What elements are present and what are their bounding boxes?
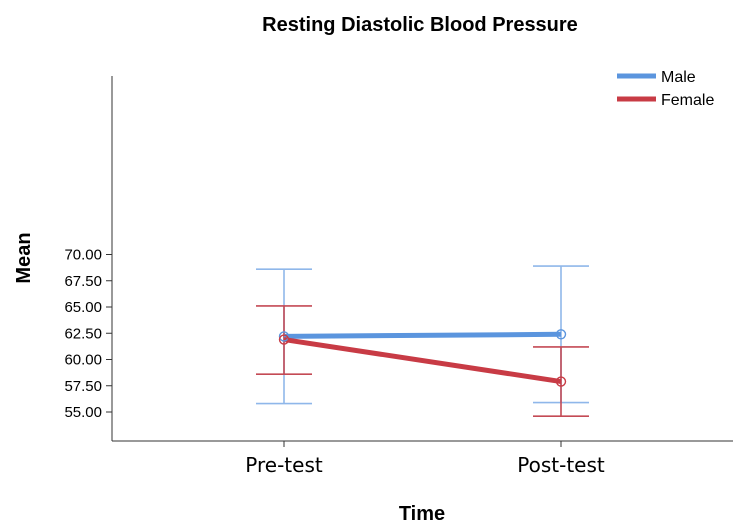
female-point [555,376,567,387]
x-ticks: Pre-test Post-test [245,441,605,477]
legend-label-female: Female [661,92,714,109]
y-tick-label: 55.00 [64,404,102,421]
legend: Male Female [617,69,714,109]
y-tick-label: 62.50 [64,325,102,342]
y-tick-label: 60.00 [64,352,102,369]
x-axis-label: Time [399,503,445,525]
male-point [278,331,290,342]
y-tick-label: 65.00 [64,299,102,316]
y-axis-label: Mean [13,232,35,283]
y-tick-label: 70.00 [64,247,102,264]
y-tick-label: 57.50 [64,378,102,395]
female-point [278,334,290,345]
female-series-line [283,337,562,385]
male-series-line [283,331,562,339]
series-markers [278,329,567,387]
y-ticks: 55.00 57.50 60.00 62.50 65.00 67.50 70.00 [64,247,112,421]
x-tick-label: Post-test [517,453,605,477]
series-lines [283,331,562,385]
x-tick-label: Pre-test [245,453,323,477]
legend-label-male: Male [661,69,696,86]
y-tick-label: 67.50 [64,273,102,290]
chart-title: Resting Diastolic Blood Pressure [262,14,578,36]
male-point [555,329,567,340]
